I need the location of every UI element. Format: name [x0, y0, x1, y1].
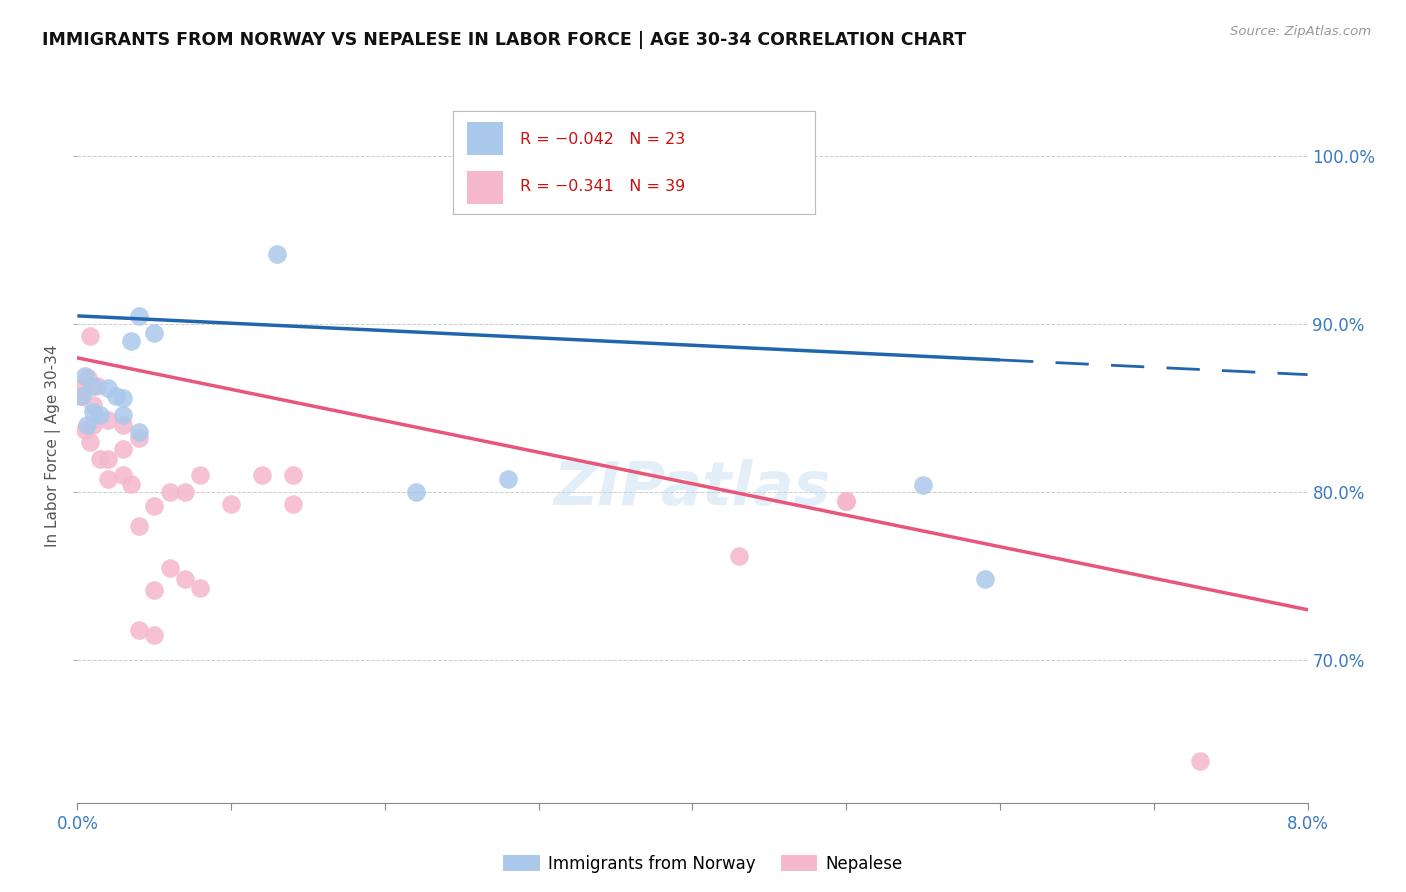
Point	[97, 413, 120, 427]
Point	[219, 497, 242, 511]
Point	[835, 493, 858, 508]
Point	[143, 628, 166, 642]
Point	[82, 379, 104, 393]
Point	[97, 451, 120, 466]
Point	[112, 468, 135, 483]
Point	[112, 408, 135, 422]
Point	[496, 472, 519, 486]
Point	[281, 468, 304, 483]
Point	[73, 369, 96, 384]
Point	[174, 573, 197, 587]
Point	[82, 404, 104, 418]
Point	[190, 581, 212, 595]
Point	[70, 381, 93, 395]
Point	[82, 398, 104, 412]
Point	[143, 582, 166, 597]
Point	[143, 499, 166, 513]
Y-axis label: In Labor Force | Age 30-34: In Labor Force | Age 30-34	[45, 344, 62, 548]
Legend: Immigrants from Norway, Nepalese: Immigrants from Norway, Nepalese	[496, 848, 910, 880]
Point	[128, 623, 150, 637]
Point	[159, 485, 181, 500]
Point	[128, 309, 150, 323]
Point	[190, 468, 212, 483]
Point	[143, 326, 166, 340]
Point	[69, 389, 91, 403]
Point	[159, 560, 181, 574]
Point	[835, 493, 858, 508]
Point	[512, 149, 534, 163]
Point	[89, 451, 111, 466]
Point	[512, 149, 534, 163]
Point	[97, 381, 120, 395]
Text: Source: ZipAtlas.com: Source: ZipAtlas.com	[1230, 25, 1371, 38]
Point	[120, 476, 142, 491]
Point	[174, 485, 197, 500]
Text: ZIPatlas: ZIPatlas	[554, 459, 831, 518]
Point	[512, 149, 534, 163]
Point	[727, 549, 749, 563]
Point	[128, 425, 150, 439]
Point	[973, 573, 995, 587]
Point	[79, 434, 101, 449]
Point	[112, 442, 135, 456]
Point	[112, 417, 135, 432]
Point	[104, 389, 127, 403]
Point	[405, 485, 427, 500]
Point	[97, 472, 120, 486]
Point	[250, 468, 273, 483]
Point	[82, 417, 104, 432]
Point	[112, 391, 135, 405]
Point	[89, 408, 111, 422]
Text: IMMIGRANTS FROM NORWAY VS NEPALESE IN LABOR FORCE | AGE 30-34 CORRELATION CHART: IMMIGRANTS FROM NORWAY VS NEPALESE IN LA…	[42, 31, 966, 49]
Point	[76, 417, 98, 432]
Point	[128, 432, 150, 446]
Point	[79, 329, 101, 343]
Point	[77, 371, 100, 385]
Point	[128, 518, 150, 533]
Point	[512, 149, 534, 163]
Point	[70, 389, 93, 403]
Point	[1188, 754, 1211, 768]
Point	[120, 334, 142, 348]
Point	[86, 379, 108, 393]
Point	[912, 478, 935, 492]
Point	[281, 497, 304, 511]
Point	[73, 423, 96, 437]
Point	[266, 246, 288, 260]
Point	[835, 493, 858, 508]
